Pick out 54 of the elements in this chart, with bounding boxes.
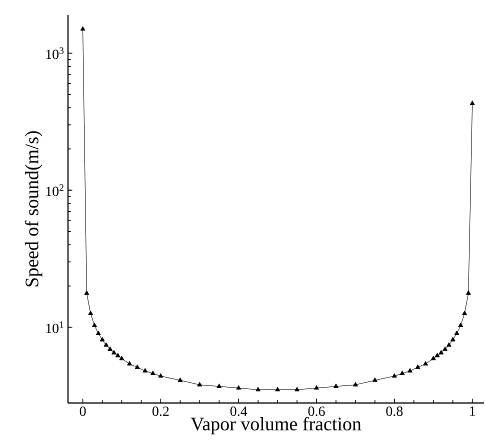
x-tick-label: 0.4 <box>230 406 248 416</box>
x-axis-title: Vapor volume fraction <box>190 416 362 434</box>
point <box>442 346 448 351</box>
point <box>423 361 428 366</box>
x-tick-label: 0.8 <box>386 406 403 416</box>
point <box>119 356 124 360</box>
point <box>438 350 444 354</box>
point <box>108 346 113 351</box>
point <box>178 377 183 382</box>
point <box>470 100 475 105</box>
point <box>104 342 109 347</box>
point <box>256 386 261 392</box>
point <box>216 384 222 388</box>
y-tick-label: 10$^{2}$ <box>46 184 64 196</box>
x-tick-label: 1 <box>470 406 475 416</box>
point <box>415 364 420 369</box>
point <box>88 310 94 316</box>
point <box>352 382 358 386</box>
point <box>446 342 452 347</box>
point <box>372 377 378 382</box>
x-tick-label: 0 <box>80 406 86 416</box>
point <box>100 336 105 342</box>
point <box>96 330 101 336</box>
point <box>466 290 471 295</box>
point <box>115 352 120 358</box>
x-tick-label: 0.6 <box>308 406 325 416</box>
point <box>142 368 148 372</box>
y-tick-label: 10$^{3}$ <box>46 47 64 60</box>
point <box>454 330 460 336</box>
point <box>462 310 468 316</box>
y-axis-title: Speed of sound(m/s) <box>24 131 42 286</box>
point <box>450 336 456 342</box>
point <box>400 370 405 375</box>
point <box>434 352 440 358</box>
point <box>92 322 97 328</box>
point <box>408 368 412 372</box>
point <box>430 356 436 360</box>
point <box>127 361 132 366</box>
point <box>134 364 140 369</box>
point <box>458 322 464 328</box>
point <box>392 373 397 378</box>
point <box>84 290 90 295</box>
y-tick-label: 10$^{1}$ <box>46 321 64 334</box>
point <box>150 370 156 375</box>
point <box>158 373 164 378</box>
point <box>197 382 202 386</box>
point <box>236 385 242 390</box>
point <box>275 386 280 392</box>
point <box>80 26 86 31</box>
point <box>333 384 338 388</box>
point <box>111 350 116 354</box>
point <box>314 385 320 390</box>
x-tick-label: 0.2 <box>152 406 169 416</box>
point <box>294 386 300 392</box>
